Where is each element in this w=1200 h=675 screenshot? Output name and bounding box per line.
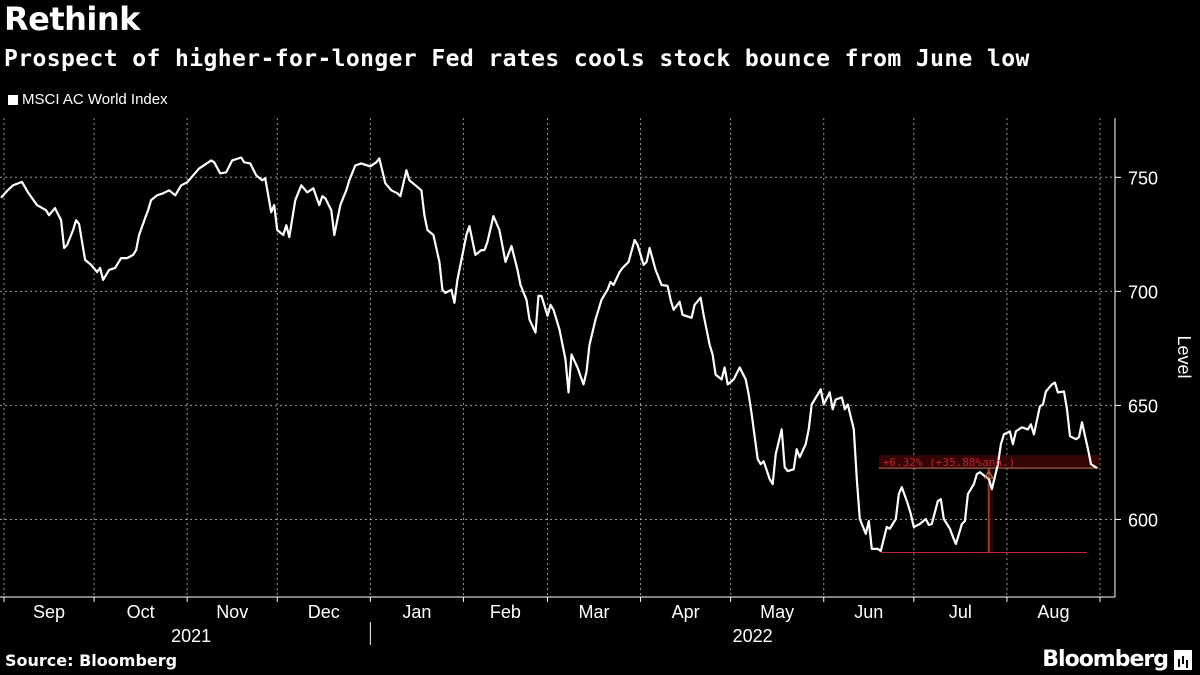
bloomberg-logo: Bloomberg — [1042, 647, 1192, 672]
y-tick-label: 600 — [1128, 510, 1158, 530]
x-tick-label: Nov — [216, 602, 248, 622]
annotation-label: +6.32% (+35.88%ann.) — [883, 456, 1015, 469]
year-label: 2022 — [733, 626, 773, 646]
x-tick-label: Feb — [490, 602, 521, 622]
x-tick-label: Sep — [33, 602, 65, 622]
x-tick-label: Mar — [579, 602, 610, 622]
x-tick-label: Jul — [949, 602, 972, 622]
x-tick-label: May — [760, 602, 794, 622]
bloomberg-chart-icon — [1174, 649, 1192, 670]
legend-label: MSCI AC World Index — [22, 91, 168, 108]
x-tick-label: Dec — [308, 602, 340, 622]
logo-text: Bloomberg — [1042, 647, 1169, 672]
annotation-marker-triangle-icon — [984, 470, 994, 479]
x-tick-label: Jan — [402, 602, 431, 622]
annotation-band — [878, 455, 1099, 469]
legend: MSCI AC World Index — [8, 91, 168, 108]
y-tick-label: 700 — [1128, 282, 1158, 302]
y-axis-label: Level — [1174, 335, 1194, 378]
legend-swatch — [8, 94, 18, 105]
chart-title: Rethink — [4, 0, 140, 38]
y-tick-label: 750 — [1128, 168, 1158, 188]
x-tick-label: Apr — [672, 602, 700, 622]
series-line-msci-ac-world-index — [0, 156, 1098, 553]
chart-subtitle: Prospect of higher-for-longer Fed rates … — [4, 46, 1030, 72]
x-tick-label: Oct — [127, 602, 155, 622]
x-tick-label: Aug — [1037, 602, 1069, 622]
source-note: Source: Bloomberg — [5, 651, 178, 670]
annotation-vertical-band — [986, 468, 993, 553]
y-tick-label: 650 — [1128, 396, 1158, 416]
x-tick-label: Jun — [854, 602, 883, 622]
year-label: 2021 — [171, 626, 211, 646]
